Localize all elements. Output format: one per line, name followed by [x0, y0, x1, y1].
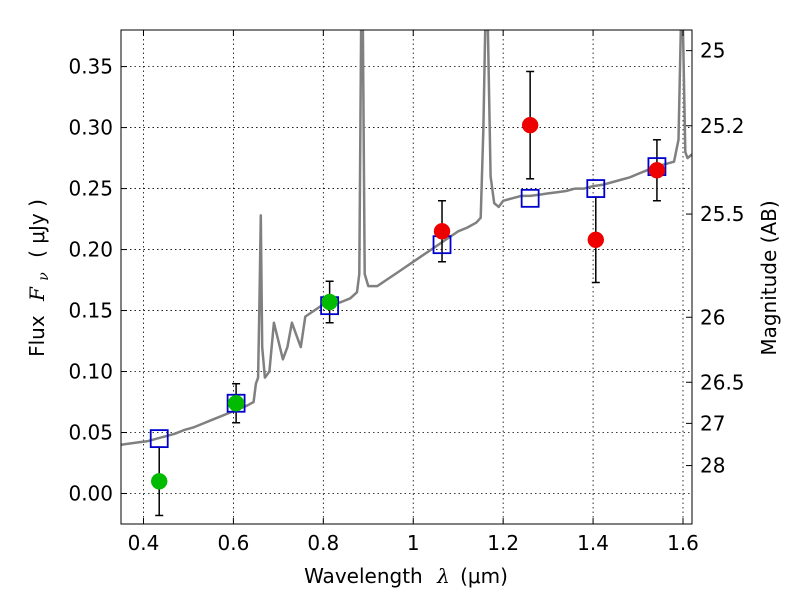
y-tick-label: 0.25 [68, 177, 113, 201]
observed-flux-markers [150, 116, 666, 490]
observed-flux-point [648, 162, 666, 179]
x-tick-label: 1.6 [667, 531, 699, 555]
spectrum-line [121, 30, 692, 446]
model-flux-square [226, 393, 246, 413]
magnitude-tick-label: 26 [700, 305, 725, 329]
observed-flux-point [321, 293, 338, 311]
y-tick-label: 0.05 [68, 421, 113, 445]
model-flux-square [149, 429, 169, 449]
x-tick-label: 1.4 [577, 531, 609, 555]
template-spectrum [121, 30, 692, 446]
y-axis-label: Flux F ν ( μJy ) [25, 199, 53, 357]
x-tick-label: 0.6 [217, 531, 249, 555]
magnitude-tick-label: 25 [700, 39, 725, 63]
x-tick-label: 1.2 [487, 531, 519, 555]
magnitude-axis-label: Magnitude (AB) [757, 200, 781, 355]
magnitude-axis-ticks: 25 25.2 25.5 26 26.5 27 28 [686, 39, 745, 478]
grid [121, 30, 692, 524]
x-axis-ticks: 0.4 0.6 0.8 1 1.2 1.4 1.6 [128, 30, 699, 555]
y-tick-label: 0.30 [68, 116, 113, 140]
x-tick-label: 1 [407, 531, 420, 555]
plot-frame [120, 29, 693, 525]
y-axis-label-text: Flux [25, 315, 49, 357]
y-tick-label: 0.20 [68, 238, 113, 262]
observed-flux-point [587, 231, 605, 249]
observed-flux-point [227, 394, 245, 412]
observed-flux-point [150, 473, 168, 490]
magnitude-tick-label: 28 [700, 454, 725, 478]
x-axis-label-text: Wavelength [304, 564, 423, 588]
y-tick-label: 0.10 [68, 360, 113, 384]
magnitude-tick-label: 27 [700, 411, 725, 435]
model-flux-square [520, 188, 540, 208]
y-tick-label: 0.35 [68, 55, 113, 79]
y-axis-ticks: 0.00 0.05 0.10 0.15 0.20 0.25 0.30 0.35 [68, 55, 127, 506]
y-axis-label-subscript: ν [36, 272, 52, 281]
x-axis-label-symbol: λ [436, 564, 450, 588]
y-tick-label: 0.00 [68, 482, 113, 506]
model-flux-square [586, 179, 606, 198]
x-tick-label: 0.8 [307, 531, 339, 555]
magnitude-tick-label: 25.5 [700, 202, 745, 226]
error-bars [155, 70, 661, 517]
observed-flux-point [433, 223, 451, 240]
magnitude-tick-label: 25.2 [700, 114, 745, 138]
y-axis-label-symbol: F [25, 286, 49, 302]
x-axis-label-unit: (μm) [460, 564, 508, 588]
y-tick-label: 0.15 [68, 299, 113, 323]
x-axis-label: Wavelength λ (μm) [304, 564, 508, 588]
y-axis-label-unit: ( μJy ) [25, 199, 49, 258]
magnitude-tick-label: 26.5 [700, 370, 745, 394]
x-tick-label: 0.4 [128, 531, 160, 555]
observed-flux-point [521, 116, 539, 134]
